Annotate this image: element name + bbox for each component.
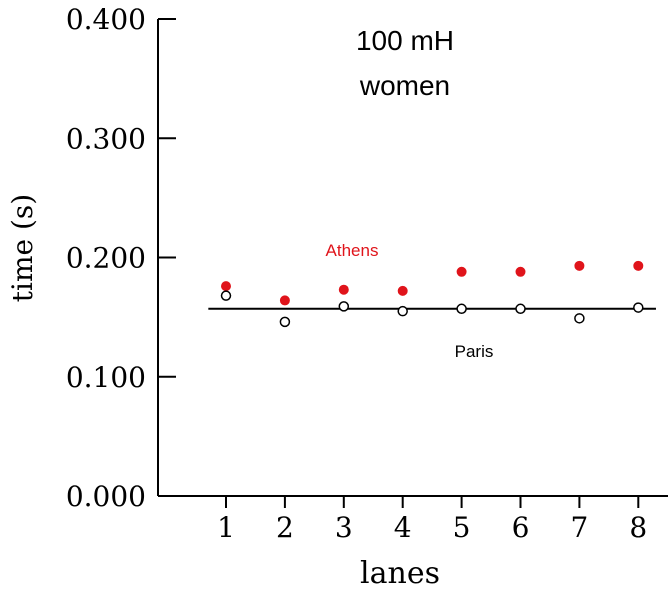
- y-tick-label: 0.200: [66, 242, 146, 275]
- data-point-athens: [397, 285, 408, 296]
- x-tick-label: 8: [629, 511, 647, 544]
- series-label-paris: Paris: [455, 342, 494, 361]
- series-labels: Athens Paris: [326, 241, 494, 361]
- y-axis-label: time (s): [6, 194, 39, 302]
- x-tick-label: 6: [512, 511, 530, 544]
- data-point-paris: [456, 303, 467, 315]
- x-tick-label: 2: [276, 511, 294, 544]
- series-label-athens: Athens: [326, 241, 379, 260]
- data-point-athens: [279, 295, 290, 306]
- data-point-paris: [279, 316, 291, 328]
- chart-title-line-1: 100 mH: [356, 25, 454, 56]
- data-point-paris: [574, 313, 585, 324]
- data-point-paris: [515, 303, 526, 315]
- data-point-athens: [338, 284, 349, 295]
- x-tick-label: 4: [394, 511, 412, 544]
- data-point-athens: [633, 260, 644, 271]
- x-tick-label: 5: [453, 511, 471, 544]
- data-points: [220, 260, 644, 328]
- x-axis-label: lanes: [360, 556, 440, 591]
- y-tick-label: 0.300: [66, 122, 146, 155]
- chart-title: 100 mH women: [356, 25, 454, 101]
- chart-title-line-2: women: [359, 70, 450, 101]
- axes: 0.000 0.100 0.200 0.300 0.400 1 2 3 4 5 6 7 8: [66, 3, 668, 544]
- data-point-paris: [397, 305, 408, 317]
- y-tick-label: 0.000: [66, 480, 146, 513]
- data-point-athens: [456, 266, 467, 277]
- x-tick-label: 1: [217, 511, 235, 544]
- x-tick-label: 3: [335, 511, 353, 544]
- x-tick-label: 7: [570, 511, 588, 544]
- data-point-athens: [221, 281, 231, 292]
- y-tick-label: 0.400: [66, 3, 146, 36]
- data-point-athens: [515, 266, 526, 277]
- y-tick-label: 0.100: [66, 361, 146, 394]
- data-point-paris: [338, 301, 350, 312]
- data-point-paris: [220, 290, 232, 301]
- data-point-paris: [633, 302, 644, 313]
- data-point-athens: [574, 260, 585, 271]
